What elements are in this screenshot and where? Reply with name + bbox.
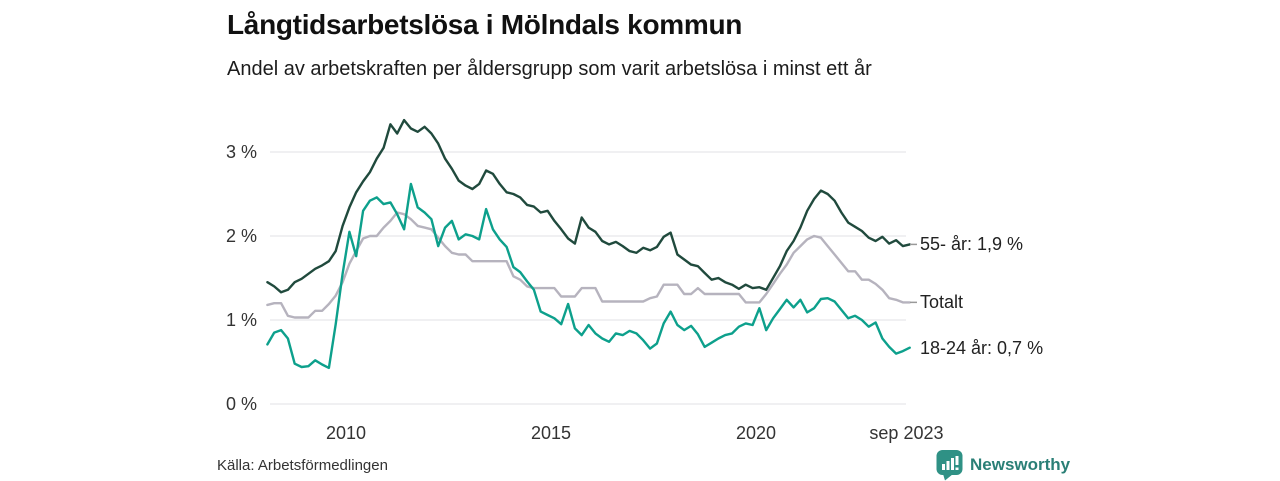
x-tick-label-2020: 2020 bbox=[735, 423, 777, 443]
series-end-ticks bbox=[910, 243, 917, 304]
source-note: Källa: Arbetsförmedlingen bbox=[217, 457, 388, 474]
series-lines bbox=[266, 118, 911, 370]
series-line-Totalt bbox=[266, 211, 911, 319]
page-subtitle: Andel av arbetskraften per åldersgrupp s… bbox=[227, 58, 872, 80]
newsworthy-logo-icon bbox=[936, 450, 963, 481]
series-line-55- år bbox=[266, 118, 911, 294]
brand-name: Newsworthy bbox=[970, 455, 1071, 474]
gridlines bbox=[270, 151, 906, 405]
y-tick-label-2: 2 % bbox=[225, 226, 257, 246]
y-tick-label-1: 1 % bbox=[225, 310, 257, 330]
series-end-label-55- år: 55- år: 1,9 % bbox=[920, 234, 1024, 255]
x-tick-label-2010: 2010 bbox=[325, 423, 367, 443]
y-tick-label-0: 0 % bbox=[225, 394, 257, 414]
x-tick-label-sep-2023: sep 2023 bbox=[869, 423, 944, 443]
series-end-label-Totalt: Totalt bbox=[920, 292, 964, 313]
page-title: Långtidsarbetslösa i Mölndals kommun bbox=[227, 9, 743, 40]
series-line-18-24 år bbox=[266, 182, 911, 370]
x-tick-label-2015: 2015 bbox=[530, 423, 572, 443]
y-tick-label-3: 3 % bbox=[225, 142, 257, 162]
series-end-label-18-24 år: 18-24 år: 0,7 % bbox=[920, 337, 1044, 358]
newsworthy-brand: Newsworthy bbox=[936, 450, 1071, 481]
